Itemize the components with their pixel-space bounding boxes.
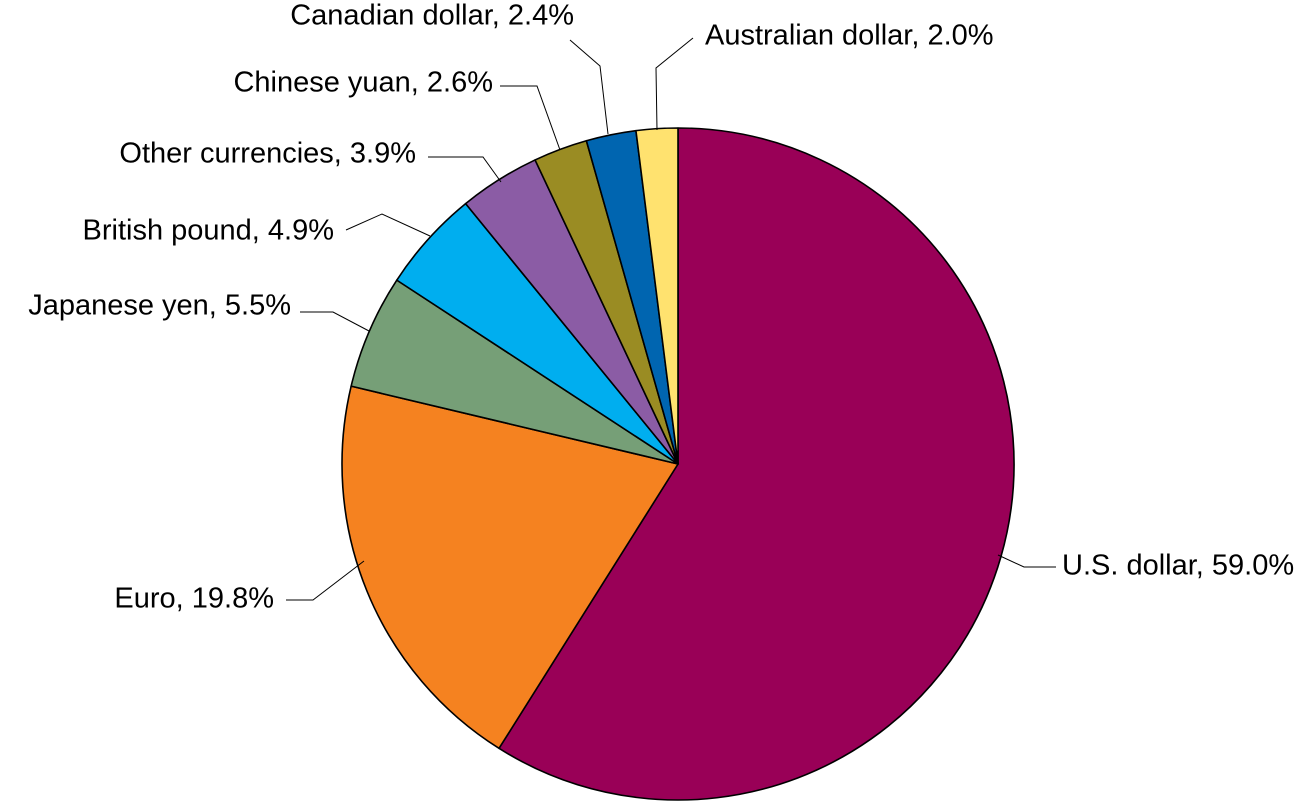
slice-label-canadian-dollar: Canadian dollar, 2.4% — [290, 0, 574, 32]
leader-line-japanese-yen — [300, 311, 370, 332]
pie-slices — [341, 127, 1015, 801]
leader-line-australian-dollar — [655, 37, 694, 131]
leader-line-u-s-dollar — [997, 554, 1056, 568]
leader-line-chinese-yuan — [500, 85, 561, 151]
slice-label-chinese-yuan: Chinese yuan, 2.6% — [233, 67, 493, 99]
slice-labels: U.S. dollar, 59.0% Euro, 19.8% Japanese ye… — [28, 0, 1294, 615]
slice-label-other-currencies: Other currencies, 3.9% — [119, 138, 416, 170]
pie-slice-euro — [341, 385, 679, 750]
leader-line-canadian-dollar — [569, 39, 609, 135]
slice-label-euro: Euro, 19.8% — [114, 583, 274, 615]
slice-label-australian-dollar: Australian dollar, 2.0% — [705, 20, 994, 52]
leader-lines — [286, 37, 1056, 601]
slice-label-u-s-dollar: U.S. dollar, 59.0% — [1062, 550, 1294, 582]
leader-line-british-pound — [345, 213, 431, 237]
slice-label-japanese-yen: Japanese yen, 5.5% — [28, 290, 291, 322]
pie-slice-u-s-dollar — [498, 127, 1015, 801]
leader-line-other-currencies — [428, 156, 502, 183]
slice-label-british-pound: British pound, 4.9% — [83, 215, 334, 247]
leader-line-euro — [286, 560, 365, 601]
